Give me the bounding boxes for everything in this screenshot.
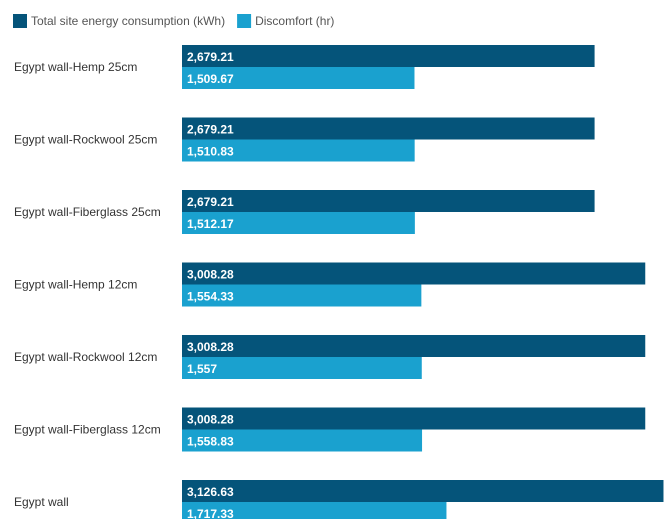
data-label: 2,679.21 [187, 123, 234, 137]
bar-energy [182, 480, 664, 502]
category-label: Egypt wall-Hemp 12cm [14, 278, 137, 292]
data-label: 1,557 [187, 362, 217, 376]
data-label: 3,008.28 [187, 413, 234, 427]
category-label: Egypt wall-Rockwool 12cm [14, 350, 157, 364]
legend-label-1: Discomfort (hr) [255, 14, 334, 28]
data-label: 1,554.33 [187, 290, 234, 304]
bar-discomfort [182, 357, 422, 379]
bars: 2,679.21 1,509.67 2,679.21 1,510.83 2,679.21… [182, 45, 664, 519]
bar-discomfort [182, 429, 423, 452]
bar-discomfort [182, 502, 447, 519]
bar-discomfort [182, 67, 415, 89]
data-label: 2,679.21 [187, 50, 234, 64]
data-label: 3,126.63 [187, 485, 234, 499]
bar-energy [182, 190, 595, 212]
category-label: Egypt wall-Rockwool 25cm [14, 133, 157, 147]
bar-discomfort [182, 284, 422, 307]
legend-swatch-0 [13, 14, 27, 28]
data-label: 2,679.21 [187, 195, 234, 209]
category-label: Egypt wall-Fiberglass 12cm [14, 423, 161, 437]
data-label: 3,008.28 [187, 268, 234, 282]
bar-energy [182, 407, 646, 430]
legend-swatch-1 [237, 14, 252, 28]
data-label: 3,008.28 [187, 340, 234, 354]
data-label: 1,510.83 [187, 145, 234, 159]
data-label: 1,717.33 [187, 507, 234, 519]
data-label: 1,512.17 [187, 217, 234, 231]
legend: Total site energy consumption (kWh) Disco… [13, 14, 334, 28]
bar-discomfort [182, 212, 415, 234]
bar-energy [182, 335, 646, 357]
category-label: Egypt wall-Hemp 25cm [14, 60, 137, 74]
category-label: Egypt wall-Fiberglass 25cm [14, 205, 161, 219]
bar-discomfort [182, 139, 415, 162]
bar-energy [182, 262, 646, 285]
category-labels: Egypt wall-Hemp 25cm Egypt wall-Rockwool … [14, 60, 161, 509]
data-label: 1,558.83 [187, 435, 234, 449]
legend-label-0: Total site energy consumption (kWh) [31, 14, 225, 28]
bar-energy [182, 117, 595, 140]
category-label: Egypt wall [14, 495, 69, 509]
bar-energy [182, 45, 595, 67]
data-label: 1,509.67 [187, 72, 234, 86]
